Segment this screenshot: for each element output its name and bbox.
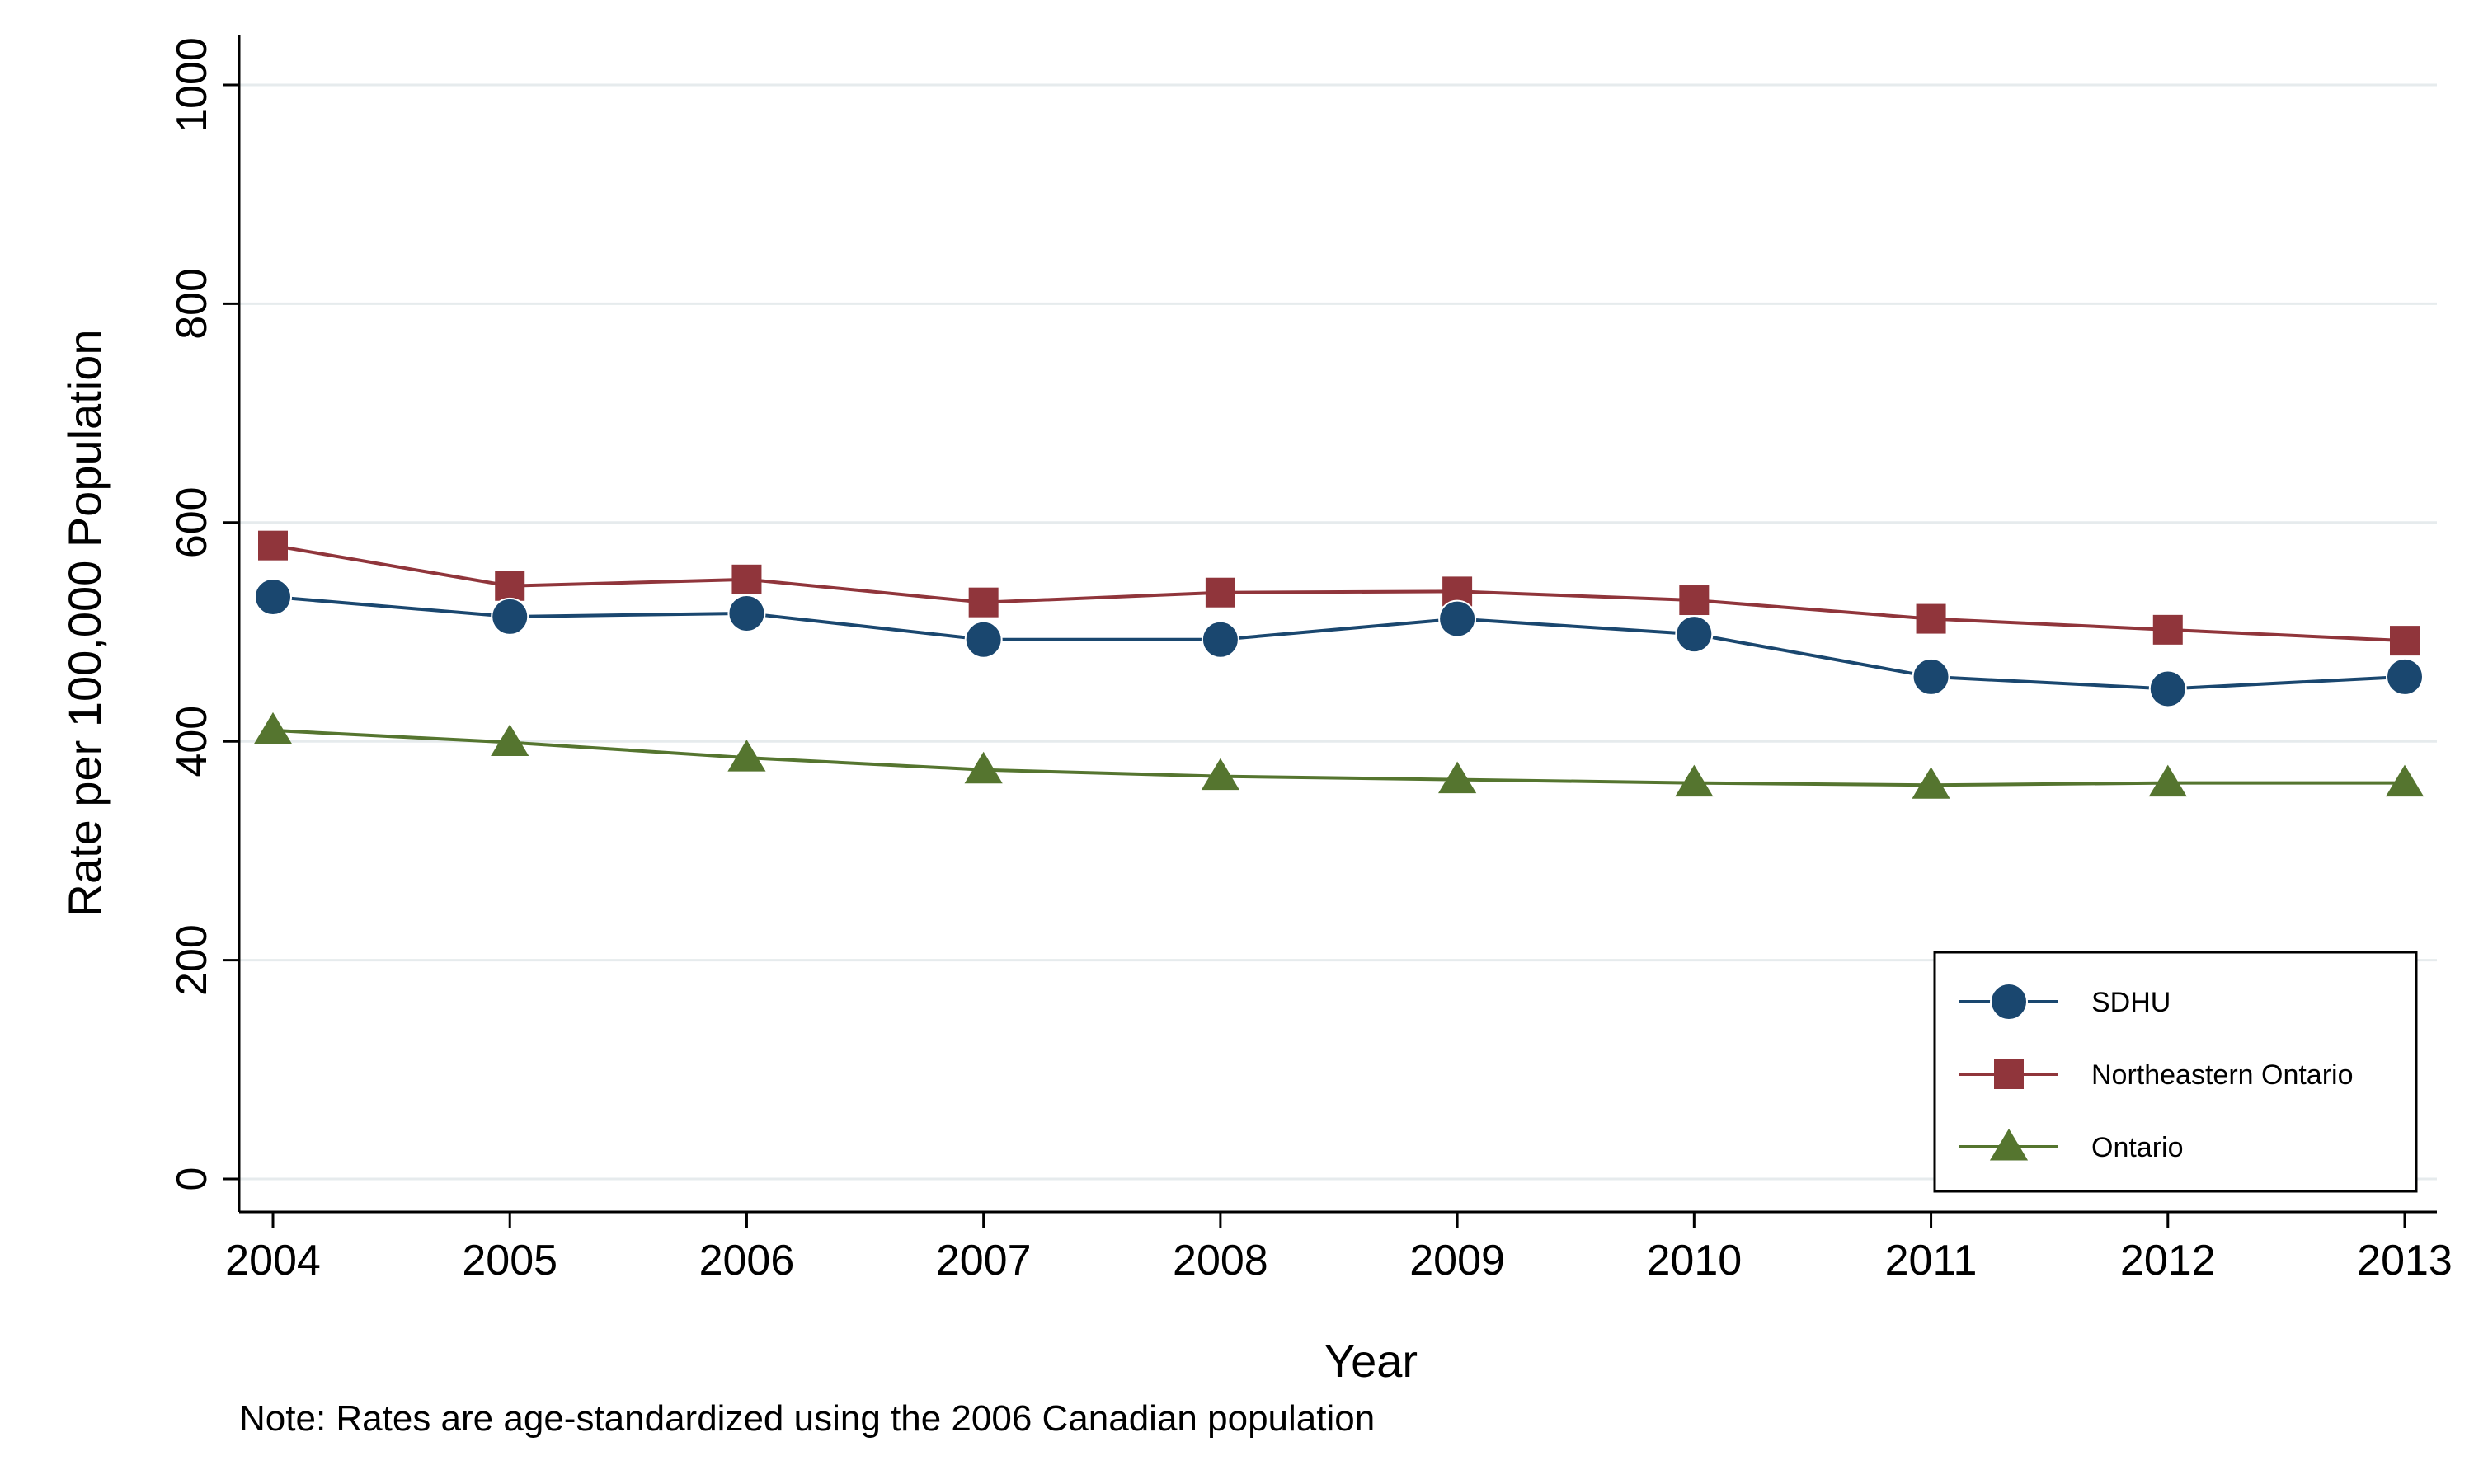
- legend-marker: [1994, 1059, 2024, 1089]
- data-series: [253, 530, 2425, 799]
- data-point: [495, 571, 525, 601]
- data-point: [1912, 657, 1950, 696]
- data-point: [727, 740, 766, 772]
- data-point: [254, 578, 292, 617]
- series-sdhu: [254, 578, 2424, 708]
- data-point: [2386, 657, 2424, 696]
- data-point: [964, 751, 1003, 784]
- y-tick-label: 600: [168, 486, 216, 558]
- data-point: [2390, 626, 2420, 656]
- data-point: [1916, 603, 1946, 634]
- x-tick-label: 2012: [2120, 1237, 2216, 1284]
- data-point: [727, 594, 766, 632]
- data-point: [1438, 761, 1477, 794]
- legend-label: SDHU: [2091, 987, 2171, 1018]
- y-tick-label: 200: [168, 924, 216, 996]
- chart-note: Note: Rates are age-standardized using t…: [239, 1398, 1375, 1439]
- legend-marker: [1990, 983, 2028, 1021]
- axes: 0 200 400 600 800 1000 2004 2005 2006 2007 2008 200…: [168, 35, 2453, 1284]
- data-point: [2148, 764, 2187, 797]
- legend-item: Ontario: [1959, 1129, 2184, 1163]
- data-point: [1912, 767, 1950, 799]
- x-tick-label: 2007: [936, 1237, 1032, 1284]
- x-tick-label: 2009: [1409, 1237, 1505, 1284]
- data-point: [1205, 577, 1235, 608]
- data-point: [1675, 615, 1714, 654]
- series-line: [272, 595, 2406, 691]
- x-tick-label: 2010: [1646, 1237, 1742, 1284]
- x-tick-label: 2008: [1173, 1237, 1268, 1284]
- data-point: [2148, 669, 2187, 708]
- x-tick-label: 2005: [462, 1237, 557, 1284]
- data-point: [1438, 599, 1477, 638]
- series-line: [272, 543, 2406, 643]
- y-axis-title: Rate per 100,000 Population: [59, 330, 111, 918]
- x-tick-label: 2011: [1885, 1237, 1978, 1284]
- y-tick-label: 1000: [168, 37, 216, 133]
- y-tick-label: 400: [168, 706, 216, 777]
- data-point: [491, 597, 529, 636]
- data-point: [968, 587, 999, 618]
- data-point: [1201, 758, 1239, 791]
- y-tick-label: 800: [168, 268, 216, 340]
- data-point: [2385, 764, 2425, 797]
- data-point: [258, 530, 288, 561]
- x-tick-label: 2013: [2357, 1237, 2453, 1284]
- legend-marker: [1989, 1129, 2029, 1161]
- data-point: [491, 724, 529, 757]
- data-point: [1201, 620, 1239, 659]
- data-point: [2152, 614, 2183, 645]
- legend-item: Northeastern Ontario: [1959, 1059, 2354, 1091]
- data-point: [253, 711, 293, 744]
- gridlines: [239, 83, 2437, 1181]
- series-ontario: [253, 711, 2425, 799]
- legend-item: SDHU: [1959, 983, 2171, 1021]
- y-tick-label: 0: [168, 1167, 216, 1191]
- data-point: [1679, 585, 1710, 616]
- data-point: [964, 620, 1003, 659]
- data-point: [1675, 764, 1714, 797]
- legend-label: Ontario: [2091, 1132, 2184, 1163]
- legend: SDHU Northeastern Ontario Ontario: [1933, 951, 2418, 1193]
- series-northeastern-ontario: [258, 530, 2420, 656]
- x-axis-title: Year: [1324, 1335, 1418, 1387]
- legend-label: Northeastern Ontario: [2091, 1059, 2354, 1091]
- x-tick-label: 2006: [699, 1237, 795, 1284]
- series-line: [272, 728, 2405, 787]
- data-point: [731, 564, 762, 594]
- x-tick-label: 2004: [225, 1237, 321, 1284]
